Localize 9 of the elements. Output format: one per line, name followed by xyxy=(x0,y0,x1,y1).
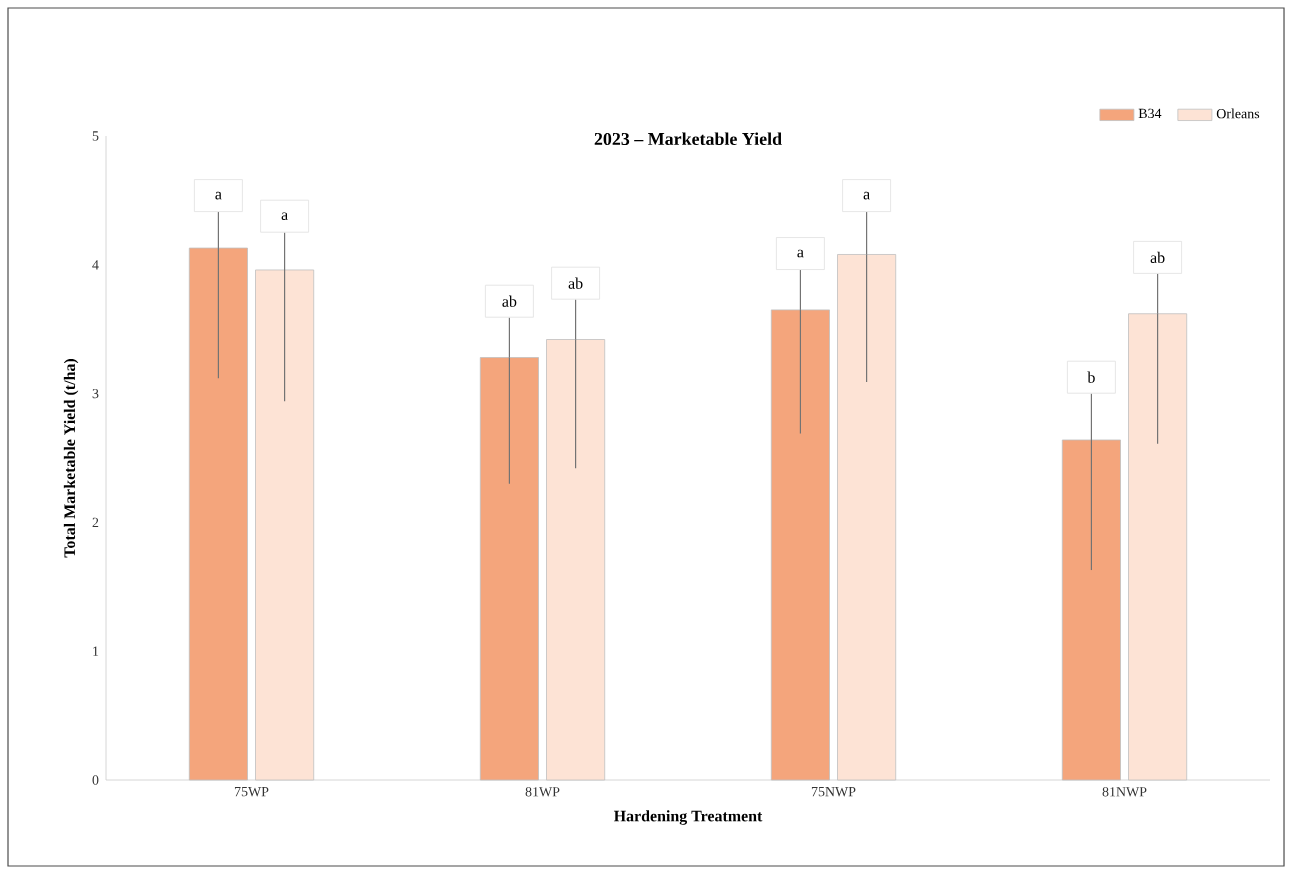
bar xyxy=(255,269,315,781)
bar xyxy=(1061,439,1121,781)
bar xyxy=(546,339,606,781)
bar xyxy=(188,247,248,781)
bar xyxy=(479,357,539,781)
bar xyxy=(770,309,830,781)
bar xyxy=(837,254,897,781)
chart-title: 2023 – Marketable Yield xyxy=(594,132,782,146)
bar xyxy=(1128,313,1188,781)
